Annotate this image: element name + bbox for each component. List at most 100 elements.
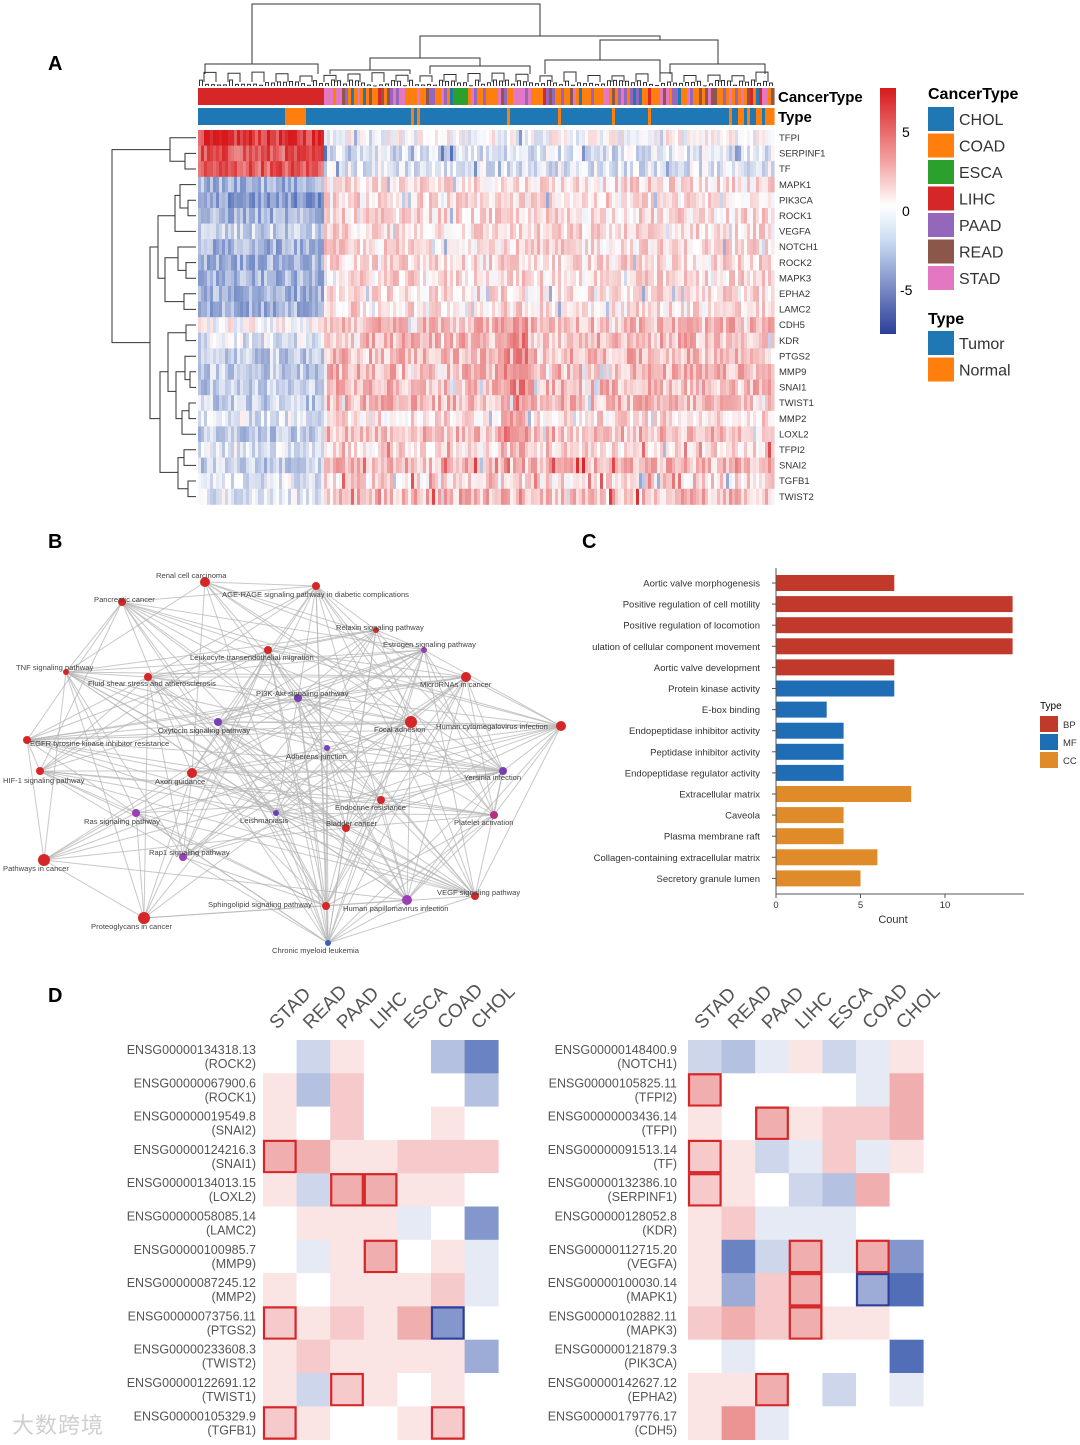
heatmap-cell xyxy=(357,317,361,334)
annotation-cancertype-cell xyxy=(768,88,772,105)
heatmap-cell xyxy=(720,161,724,178)
heatmap-cell xyxy=(354,442,358,458)
heatmap-cell xyxy=(516,332,520,349)
heatmap-cell xyxy=(726,364,730,380)
heatmap-cell xyxy=(717,332,721,349)
heatmap-cell xyxy=(270,317,274,334)
heatmap-cell xyxy=(657,301,661,318)
heatmap-cell xyxy=(450,426,454,443)
heatmap-cell xyxy=(219,332,223,349)
heatmap-cell xyxy=(576,317,580,334)
dendrogram-link xyxy=(583,83,587,86)
heatmap-cell xyxy=(453,442,457,458)
heatmap-cell xyxy=(639,145,643,162)
heatmap-cell xyxy=(276,176,280,193)
heatmap-cell xyxy=(231,208,235,224)
heatmap-cell xyxy=(633,426,637,443)
heatmap-cell xyxy=(567,176,571,193)
heatmap-cell xyxy=(477,473,481,490)
heatmap-cell xyxy=(621,317,625,334)
heatmap-cell xyxy=(690,254,694,271)
annotation-cancertype-cell xyxy=(723,88,727,105)
heatmap-cell xyxy=(498,286,502,302)
heatmap-cell xyxy=(450,130,454,146)
heatmap-cell xyxy=(348,379,352,396)
heatmap-cell xyxy=(489,254,493,271)
heatmap-cell xyxy=(648,395,652,412)
annotation-type-cell xyxy=(618,108,622,125)
heatmap-cell xyxy=(327,426,331,443)
heatmap-cell xyxy=(261,332,265,349)
heatmap-cell xyxy=(468,348,472,365)
heatmap-cell xyxy=(639,130,643,146)
heatmap-cell xyxy=(216,145,220,162)
heatmap-cell xyxy=(576,348,580,365)
heatmap-cell xyxy=(726,348,730,365)
heatmap-cell xyxy=(552,286,556,302)
dendrogram-link xyxy=(611,75,625,82)
heatmap-cell xyxy=(345,161,349,178)
heatmap-cell xyxy=(492,473,496,490)
heatmap-cell xyxy=(573,410,577,427)
heatmap-cell xyxy=(318,332,322,349)
dendrogram-link xyxy=(481,83,485,86)
heatmap-cell xyxy=(567,379,571,396)
heatmap-cell xyxy=(255,488,259,505)
heatmap-cell xyxy=(465,457,469,474)
heatmap-cell xyxy=(201,332,205,349)
heatmap-cell xyxy=(468,208,472,224)
heatmap-cell xyxy=(441,254,445,271)
heatmap-cell xyxy=(321,410,325,427)
heatmap-cell xyxy=(480,395,484,412)
heatmap-cell xyxy=(315,208,319,224)
heatmap-cell xyxy=(717,239,721,256)
annotation-type-cell xyxy=(753,108,757,125)
heatmap-cell xyxy=(243,192,247,209)
heatmap-cell xyxy=(483,332,487,349)
annotation-cancertype-cell xyxy=(429,88,433,105)
annotation-cancertype-cell xyxy=(648,88,652,105)
heatmap-cell xyxy=(531,395,535,412)
heatmap-cell xyxy=(552,254,556,271)
heatmap-cell xyxy=(330,301,334,318)
annotation-cancertype-cell xyxy=(711,88,715,105)
heatmap-cell xyxy=(267,364,271,380)
heatmap-cell xyxy=(648,348,652,365)
heatmap-cell xyxy=(441,410,445,427)
heatmap-cell xyxy=(654,379,658,396)
annotation-type-cell xyxy=(480,108,484,125)
annotation-cancertype-cell xyxy=(573,88,577,105)
heatmap-cell xyxy=(762,364,766,380)
heatmap-cell xyxy=(642,130,646,146)
heatmap-cell xyxy=(282,348,286,365)
heatmap-cell xyxy=(315,410,319,427)
heatmap-cell xyxy=(318,145,322,162)
heatmap-cell xyxy=(405,410,409,427)
annotation-cancertype-cell xyxy=(753,88,757,105)
heatmap-cell xyxy=(648,442,652,458)
annotation-cancertype-cell xyxy=(513,88,517,105)
heatmap-cell xyxy=(414,317,418,334)
heatmap-cell xyxy=(549,270,553,287)
heatmap-cell xyxy=(636,130,640,146)
heatmap-cell xyxy=(489,161,493,178)
heatmap-cell xyxy=(237,208,241,224)
heatmap-cell xyxy=(759,176,763,193)
heatmap-cell xyxy=(567,473,571,490)
heatmap-cell xyxy=(498,239,502,256)
heatmap-cell xyxy=(636,286,640,302)
heatmap-cell xyxy=(717,457,721,474)
heatmap-cell xyxy=(222,254,226,271)
heatmap-cell xyxy=(708,457,712,474)
heatmap-cell xyxy=(486,270,490,287)
annotation-cancertype-cell xyxy=(507,88,511,105)
heatmap-cell xyxy=(288,488,292,505)
heatmap-cell xyxy=(624,130,628,146)
heatmap-cell xyxy=(522,130,526,146)
heatmap-cell xyxy=(417,457,421,474)
heatmap-cell xyxy=(744,239,748,256)
heatmap-cell xyxy=(246,379,250,396)
heatmap-cell xyxy=(201,317,205,334)
heatmap-cell xyxy=(687,208,691,224)
heatmap-cell xyxy=(408,286,412,302)
